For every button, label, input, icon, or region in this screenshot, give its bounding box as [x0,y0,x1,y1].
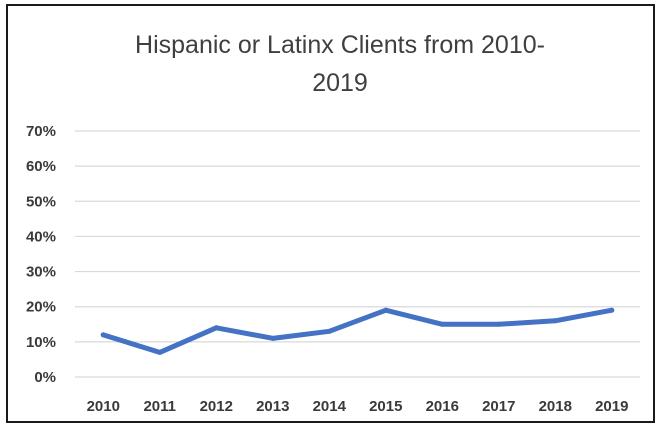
data-point [609,307,615,313]
x-tick-label: 2014 [313,398,347,415]
data-point [213,325,219,331]
data-point [100,332,106,338]
data-point [552,318,558,324]
y-tick-label: 0% [34,369,56,386]
data-point [439,321,445,327]
x-tick-label: 2016 [426,398,459,415]
x-tick-label: 2013 [256,398,289,415]
y-tick-label: 10% [26,334,56,351]
x-tick-label: 2011 [143,398,176,415]
y-tick-label: 20% [26,299,56,316]
x-tick-label: 2017 [482,398,515,415]
x-tick-label: 2019 [595,398,628,415]
chart-frame [6,4,655,423]
data-point [326,328,332,334]
series-line [100,307,615,355]
chart-title: Hispanic or Latinx Clients from 2010- 20… [135,31,545,97]
y-tick-label: 70% [26,123,56,140]
x-tick-label: 2010 [87,398,120,415]
gridlines [75,130,640,378]
x-tick-label: 2015 [369,398,402,415]
y-axis-tick-labels: 0% 10% 20% 30% 40% 50% 60% 70% [26,123,56,386]
x-tick-label: 2012 [200,398,233,415]
data-point [270,335,276,341]
y-tick-label: 40% [26,228,56,245]
data-point [496,321,502,327]
x-axis-tick-labels: 2010 2011 2012 2013 2014 2015 2016 2017 2018 2019 [87,398,629,415]
y-tick-label: 50% [26,193,56,210]
y-tick-label: 60% [26,158,56,175]
series-lines [100,307,615,355]
data-point [383,307,389,313]
x-tick-label: 2018 [539,398,572,415]
data-point [157,349,163,355]
y-tick-label: 30% [26,264,56,281]
